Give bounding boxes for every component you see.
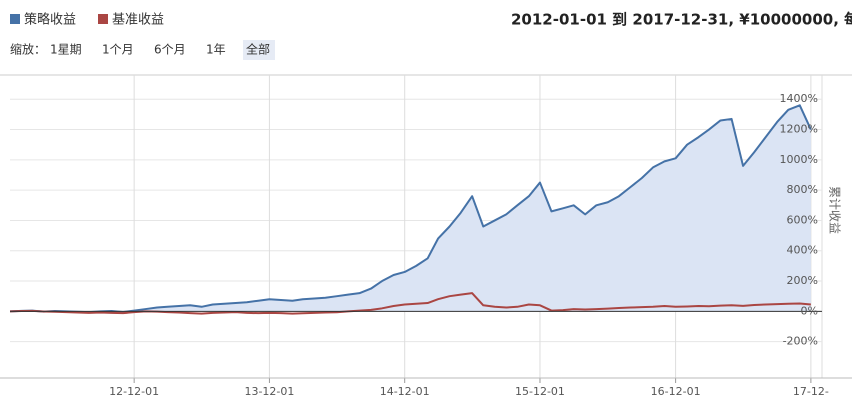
series-area (10, 105, 811, 313)
zoom-button[interactable]: 6个月 (154, 43, 186, 57)
y-tick-label: -200% (783, 335, 818, 348)
zoom-label: 缩放： (10, 42, 46, 57)
y-axis-title: 累计收益 (828, 186, 842, 234)
legend-swatch (98, 14, 108, 24)
x-tick-label: 16-12-01 (651, 385, 701, 398)
y-tick-label: 1200% (780, 123, 818, 136)
legend-label: 基准收益 (112, 13, 164, 28)
y-tick-label: 200% (787, 274, 818, 287)
x-tick-label: 12-12-01 (109, 385, 159, 398)
legend-swatch (10, 14, 20, 24)
x-tick-label: 13-12-01 (244, 385, 294, 398)
zoom-button-bg[interactable] (243, 40, 275, 60)
y-tick-label: 0% (801, 304, 818, 317)
x-tick-label: 14-12-01 (380, 385, 430, 398)
y-tick-label: 1000% (780, 153, 818, 166)
legend-label: 策略收益 (24, 12, 76, 28)
zoom-button[interactable]: 1个月 (102, 43, 134, 57)
x-tick-label: 17-12- (793, 385, 829, 398)
series-line (9, 104, 812, 314)
chart-title: 2012-01-01 到 2017-12-31, ¥10000000, 每天 (511, 11, 852, 29)
y-tick-label: 400% (787, 244, 818, 257)
zoom-button[interactable]: 1年 (206, 43, 226, 57)
zoom-button[interactable]: 1星期 (50, 43, 82, 57)
y-tick-label: 600% (787, 213, 818, 226)
x-tick-label: 15-12-01 (515, 385, 565, 398)
zoom-button[interactable]: 全部 (246, 42, 270, 57)
y-tick-label: 800% (787, 183, 818, 196)
y-tick-label: 1400% (780, 92, 818, 105)
